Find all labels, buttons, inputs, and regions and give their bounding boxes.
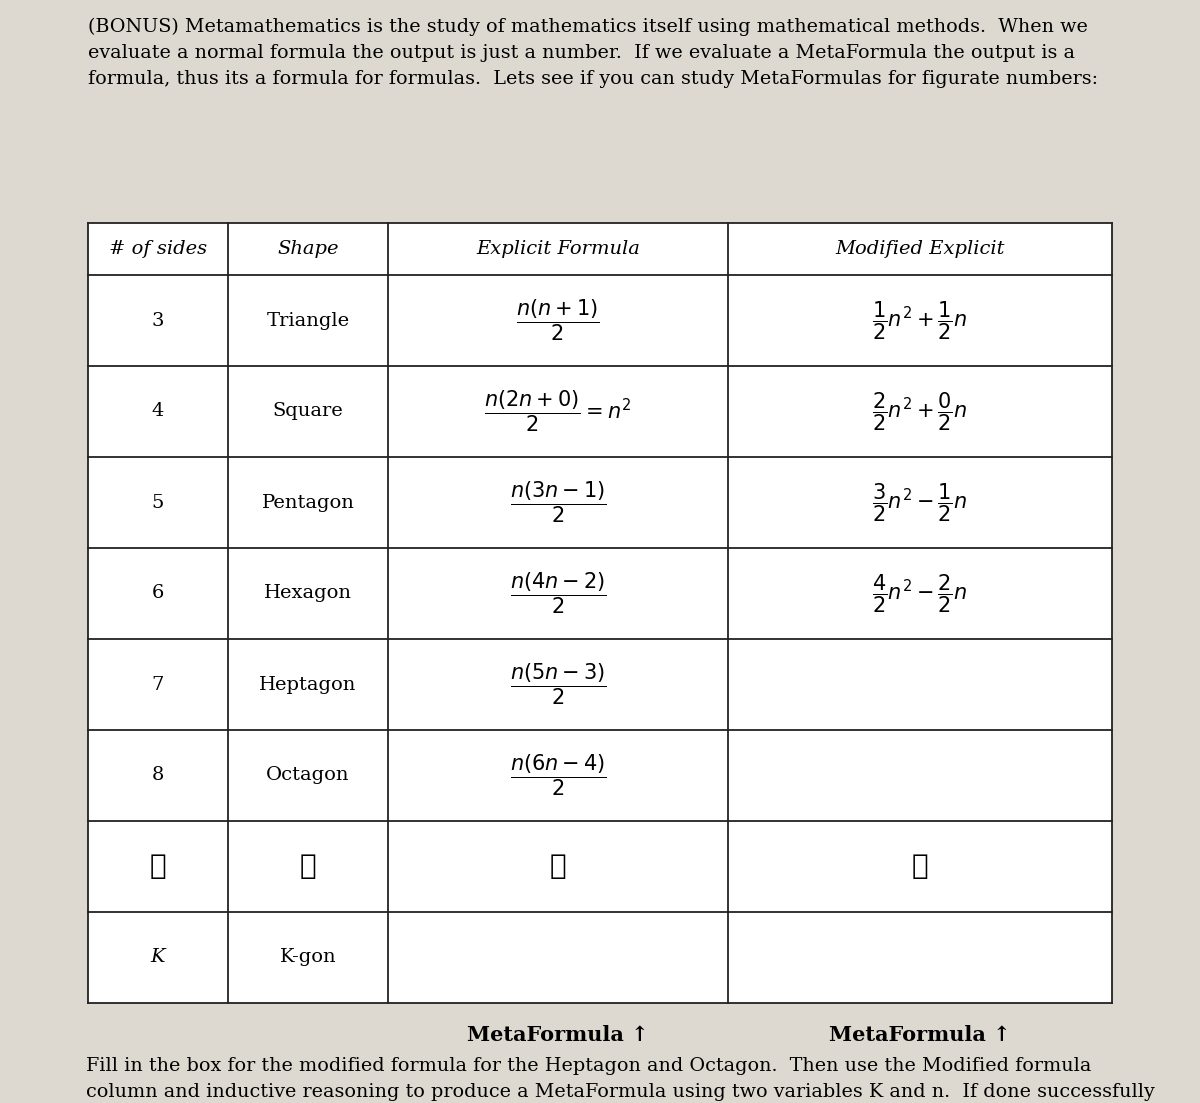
Text: 8: 8 [152, 767, 164, 784]
Text: 5: 5 [152, 493, 164, 512]
Text: Shape: Shape [277, 240, 338, 258]
Text: Explicit Formula: Explicit Formula [476, 240, 640, 258]
Text: 6: 6 [152, 585, 164, 602]
Text: MetaFormula ↑: MetaFormula ↑ [829, 1025, 1010, 1045]
Text: $\dfrac{n(5n-3)}{2}$: $\dfrac{n(5n-3)}{2}$ [510, 662, 606, 707]
Text: # of sides: # of sides [109, 240, 208, 258]
Text: K: K [151, 949, 166, 966]
Text: ⋮: ⋮ [550, 853, 566, 880]
Text: ⋮: ⋮ [912, 853, 929, 880]
Bar [88, 223, 1112, 1003]
Text: $\dfrac{n(n+1)}{2}$: $\dfrac{n(n+1)}{2}$ [516, 298, 600, 343]
Text: 4: 4 [152, 403, 164, 420]
Text: 3: 3 [151, 311, 164, 330]
Text: $\dfrac{n(4n-2)}{2}$: $\dfrac{n(4n-2)}{2}$ [510, 570, 606, 617]
Text: Triangle: Triangle [266, 311, 349, 330]
Text: Modified Explicit: Modified Explicit [835, 240, 1004, 258]
Text: Square: Square [272, 403, 343, 420]
Text: MetaFormula ↑: MetaFormula ↑ [467, 1025, 649, 1045]
Text: Pentagon: Pentagon [262, 493, 354, 512]
Text: Heptagon: Heptagon [259, 675, 356, 694]
Text: $\dfrac{n(3n-1)}{2}$: $\dfrac{n(3n-1)}{2}$ [510, 480, 606, 525]
Text: (BONUS) Metamathematics is the study of mathematics itself using mathematical me: (BONUS) Metamathematics is the study of … [88, 18, 1098, 87]
Text: Hexagon: Hexagon [264, 585, 352, 602]
Text: $\dfrac{n(6n-4)}{2}$: $\dfrac{n(6n-4)}{2}$ [510, 752, 606, 799]
Text: Octagon: Octagon [266, 767, 349, 784]
Text: Fill in the box for the modified formula for the Heptagon and Octagon.  Then use: Fill in the box for the modified formula… [86, 1057, 1154, 1103]
Text: ⋮: ⋮ [300, 853, 317, 880]
Text: $\dfrac{4}{2}n^2-\dfrac{2}{2}n$: $\dfrac{4}{2}n^2-\dfrac{2}{2}n$ [872, 572, 967, 614]
Text: $\dfrac{2}{2}n^2+\dfrac{0}{2}n$: $\dfrac{2}{2}n^2+\dfrac{0}{2}n$ [872, 390, 967, 432]
Text: $\dfrac{n(2n+0)}{2} = n^2$: $\dfrac{n(2n+0)}{2} = n^2$ [485, 388, 631, 435]
Text: K-gon: K-gon [280, 949, 336, 966]
Text: $\dfrac{1}{2}n^2+\dfrac{1}{2}n$: $\dfrac{1}{2}n^2+\dfrac{1}{2}n$ [872, 299, 967, 342]
Text: ⋮: ⋮ [150, 853, 167, 880]
Text: 7: 7 [152, 675, 164, 694]
Text: $\dfrac{3}{2}n^2-\dfrac{1}{2}n$: $\dfrac{3}{2}n^2-\dfrac{1}{2}n$ [872, 481, 967, 524]
